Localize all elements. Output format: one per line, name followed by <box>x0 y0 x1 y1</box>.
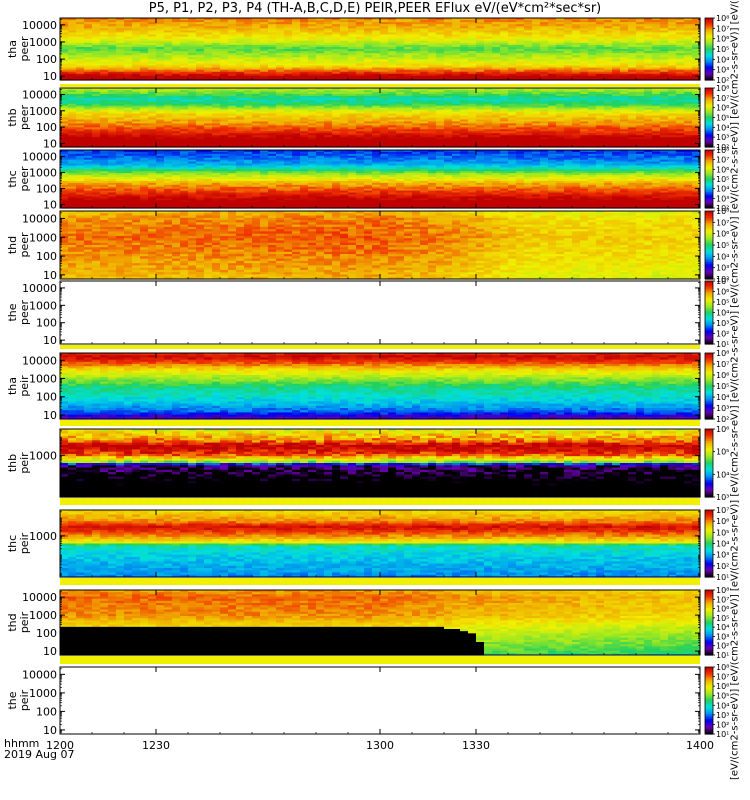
y-tick-label: 100 <box>36 121 57 134</box>
y-axis-label: peir <box>18 532 31 554</box>
y-tick-label: 100 <box>36 705 57 718</box>
y-tick-label: 100 <box>36 250 57 263</box>
x-tick-label: 1400 <box>686 739 714 752</box>
time-axis-label: hhmm 2019 Aug 07 <box>4 738 74 760</box>
y-axis-label: peir <box>18 452 31 474</box>
y-axis-label: peir <box>18 689 31 711</box>
y-axis-label: peer <box>18 36 31 62</box>
y-tick-label: 1000 <box>29 372 57 385</box>
y-tick-label: 100 <box>36 391 57 404</box>
panel-separator-4 <box>60 578 700 585</box>
y-tick-label: 10000 <box>22 282 57 295</box>
y-axis-label: peer <box>18 105 31 131</box>
y-tick-label: 10 <box>43 198 57 211</box>
y-tick-label: 10000 <box>22 212 57 225</box>
y-tick-label: 10000 <box>22 19 57 32</box>
spectrogram-stack: 10000100010010tha peer10⁸10⁷10⁶10⁵10⁴10³1… <box>0 0 750 800</box>
y-axis-label: peir <box>18 375 31 397</box>
panel-separator-2 <box>60 420 700 426</box>
y-tick-label: 1000 <box>29 299 57 312</box>
y-tick-label: 10000 <box>22 354 57 367</box>
panel-frame <box>60 281 700 344</box>
y-tick-label: 10 <box>43 137 57 150</box>
y-axis-label: peer <box>18 232 31 258</box>
y-tick-label: 1000 <box>29 530 57 543</box>
y-tick-label: 1000 <box>29 166 57 179</box>
x-tick-label: 1230 <box>142 739 170 752</box>
y-axis-label: peer <box>18 166 31 192</box>
y-tick-label: 1000 <box>29 231 57 244</box>
colorbar-title: [eV/(cm2-s-sr-eV)] [eV/(cm2-s-sr-eV)] [e… <box>730 20 741 780</box>
y-tick-label: 100 <box>36 317 57 330</box>
panel-separator-0 <box>60 84 700 87</box>
y-tick-label: 10 <box>43 334 57 347</box>
y-tick-label: 10 <box>43 269 57 282</box>
y-tick-label: 10 <box>43 409 57 422</box>
date-label: 2019 Aug 07 <box>4 749 74 760</box>
y-tick-label: 10000 <box>22 150 57 163</box>
y-axis-label: peer <box>18 300 31 326</box>
y-tick-label: 1000 <box>29 609 57 622</box>
y-tick-label: 10000 <box>22 88 57 101</box>
x-tick-label: 1300 <box>366 739 394 752</box>
y-tick-label: 10 <box>43 645 57 658</box>
y-tick-label: 100 <box>36 182 57 195</box>
colorbar-title-wrap: [eV/(cm2-s-sr-eV)] [eV/(cm2-s-sr-eV)] [e… <box>723 20 747 780</box>
x-tick-label: 1330 <box>462 739 490 752</box>
y-tick-label: 1000 <box>29 105 57 118</box>
y-axis-label: peir <box>18 611 31 633</box>
panel-frame <box>60 667 700 734</box>
y-tick-label: 100 <box>36 53 57 66</box>
panel-separator-3 <box>60 498 700 505</box>
y-tick-label: 100 <box>36 627 57 640</box>
panel-separator-1 <box>60 345 700 349</box>
y-tick-label: 10 <box>43 70 57 83</box>
y-tick-label: 10000 <box>22 591 57 604</box>
y-tick-label: 10 <box>43 724 57 737</box>
y-tick-label: 1000 <box>29 449 57 462</box>
y-tick-label: 1000 <box>29 36 57 49</box>
y-tick-label: 10000 <box>22 668 57 681</box>
y-tick-label: 1000 <box>29 687 57 700</box>
panel-separator-5 <box>60 656 700 664</box>
